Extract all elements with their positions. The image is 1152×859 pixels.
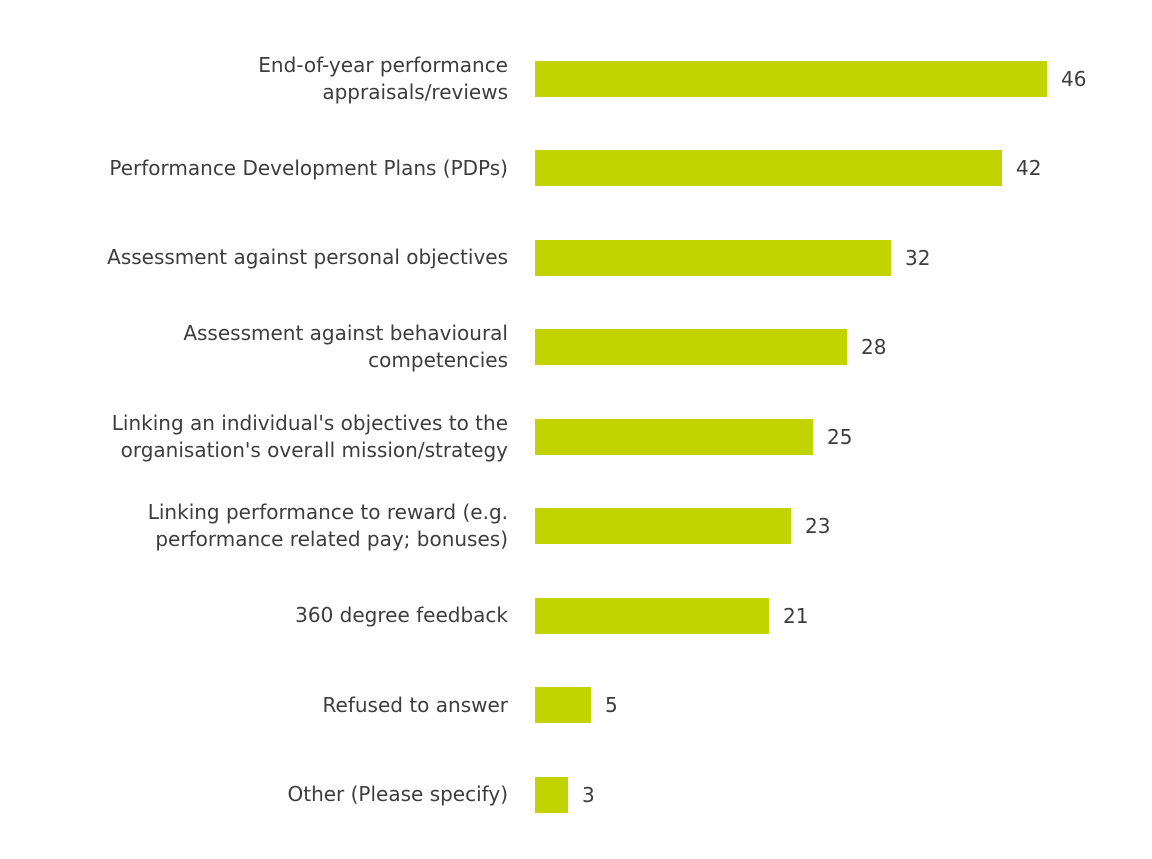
bar-area: 21 — [535, 597, 809, 634]
category-label: Other (Please specify) — [287, 782, 508, 807]
value-label: 5 — [605, 693, 618, 718]
bar-area: 3 — [535, 776, 595, 813]
chart-row: Assessment against personal objectives 32 — [0, 213, 1152, 303]
bar — [535, 508, 791, 545]
chart-row: 360 degree feedback 21 — [0, 571, 1152, 661]
chart-row: Assessment against behavioural competenc… — [0, 303, 1152, 393]
bar-area: 25 — [535, 418, 853, 455]
value-label: 46 — [1061, 66, 1087, 91]
value-label: 25 — [827, 424, 853, 449]
chart-row: Linking performance to reward (e.g. perf… — [0, 482, 1152, 572]
category-label: Performance Development Plans (PDPs) — [109, 155, 508, 180]
value-label: 28 — [861, 335, 887, 360]
bar-area: 32 — [535, 239, 931, 276]
bar — [535, 150, 1002, 187]
bar — [535, 418, 813, 455]
chart-row: Other (Please specify) 3 — [0, 750, 1152, 840]
bar-area: 42 — [535, 150, 1042, 187]
value-label: 3 — [582, 782, 595, 807]
value-label: 32 — [905, 245, 931, 270]
category-label: End-of-year performance appraisals/revie… — [258, 52, 508, 104]
bar-area: 5 — [535, 687, 618, 724]
bar — [535, 776, 568, 813]
category-label: Refused to answer — [322, 692, 508, 717]
bar — [535, 60, 1047, 97]
chart-row: Linking an individual's objectives to th… — [0, 392, 1152, 482]
category-label: 360 degree feedback — [295, 603, 508, 628]
chart-row: Refused to answer 5 — [0, 661, 1152, 751]
bar-area: 23 — [535, 508, 831, 545]
value-label: 42 — [1016, 156, 1042, 181]
bar — [535, 239, 891, 276]
value-label: 23 — [805, 514, 831, 539]
chart-row: End-of-year performance appraisals/revie… — [0, 34, 1152, 124]
category-label: Assessment against personal objectives — [107, 245, 508, 270]
bar-area: 28 — [535, 329, 887, 366]
category-label: Linking an individual's objectives to th… — [111, 410, 508, 462]
chart-row: Performance Development Plans (PDPs) 42 — [0, 124, 1152, 214]
value-label: 21 — [783, 603, 809, 628]
bar — [535, 597, 769, 634]
category-label: Assessment against behavioural competenc… — [183, 321, 508, 373]
bar — [535, 329, 847, 366]
category-label: Linking performance to reward (e.g. perf… — [147, 500, 508, 552]
bar — [535, 687, 591, 724]
bar-area: 46 — [535, 60, 1087, 97]
